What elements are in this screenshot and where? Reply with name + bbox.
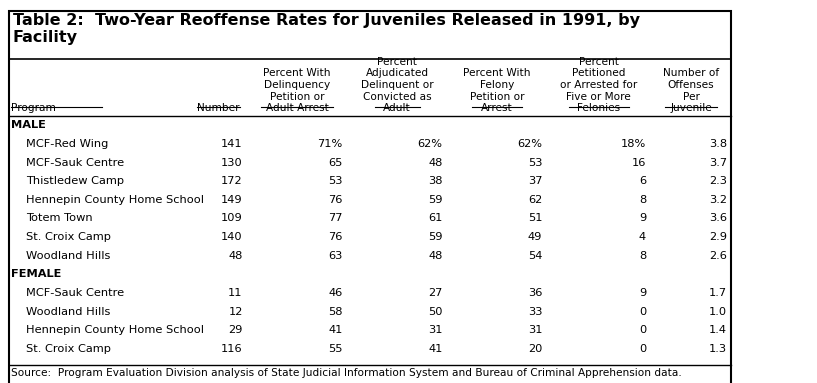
Text: 48: 48 [228, 251, 243, 261]
Text: 76: 76 [328, 195, 342, 205]
Text: 140: 140 [221, 232, 243, 242]
Text: 33: 33 [528, 307, 542, 317]
Text: Hennepin County Home School: Hennepin County Home School [26, 325, 204, 335]
Text: FEMALE: FEMALE [11, 269, 62, 279]
Text: 9: 9 [639, 213, 646, 223]
Text: MCF-Sauk Centre: MCF-Sauk Centre [26, 288, 124, 298]
Text: 37: 37 [528, 176, 542, 186]
Text: 61: 61 [428, 213, 443, 223]
Text: 58: 58 [328, 307, 342, 317]
Text: 50: 50 [428, 307, 443, 317]
Text: Totem Town: Totem Town [26, 213, 92, 223]
Text: 77: 77 [328, 213, 342, 223]
Text: 2.6: 2.6 [709, 251, 727, 261]
Text: 6: 6 [639, 176, 646, 186]
Text: 31: 31 [428, 325, 443, 335]
Text: 55: 55 [328, 344, 342, 354]
Text: 46: 46 [328, 288, 342, 298]
Text: 1.7: 1.7 [708, 288, 727, 298]
Text: MCF-Red Wing: MCF-Red Wing [26, 139, 109, 149]
Text: Percent
Petitioned
or Arrested for
Five or More
Felonies: Percent Petitioned or Arrested for Five … [560, 57, 637, 113]
Text: 2.9: 2.9 [709, 232, 727, 242]
Text: 29: 29 [228, 325, 243, 335]
Text: 20: 20 [528, 344, 542, 354]
Text: 8: 8 [639, 251, 646, 261]
Text: 53: 53 [528, 157, 542, 168]
Text: 48: 48 [428, 251, 443, 261]
Text: 3.7: 3.7 [708, 157, 727, 168]
Text: 71%: 71% [317, 139, 342, 149]
Text: 0: 0 [639, 307, 646, 317]
Text: 8: 8 [639, 195, 646, 205]
Text: 62: 62 [528, 195, 542, 205]
Text: 1.4: 1.4 [709, 325, 727, 335]
Text: 62%: 62% [417, 139, 443, 149]
Text: Thistledew Camp: Thistledew Camp [26, 176, 124, 186]
Text: 109: 109 [221, 213, 243, 223]
Text: Program: Program [11, 103, 56, 113]
Text: 76: 76 [328, 232, 342, 242]
Text: 1.0: 1.0 [708, 307, 727, 317]
Text: 16: 16 [632, 157, 646, 168]
Text: St. Croix Camp: St. Croix Camp [26, 232, 111, 242]
Text: 149: 149 [221, 195, 243, 205]
Text: 11: 11 [228, 288, 243, 298]
Text: Number of
Offenses
Per
Juvenile: Number of Offenses Per Juvenile [663, 69, 719, 113]
Text: Percent With
Felony
Petition or
Arrest: Percent With Felony Petition or Arrest [463, 69, 531, 113]
Text: Woodland Hills: Woodland Hills [26, 251, 110, 261]
Text: 9: 9 [639, 288, 646, 298]
Text: 31: 31 [528, 325, 542, 335]
Text: Percent
Adjudicated
Delinquent or
Convicted as
Adult: Percent Adjudicated Delinquent or Convic… [361, 57, 434, 113]
Text: 12: 12 [228, 307, 243, 317]
Text: 63: 63 [328, 251, 342, 261]
Text: 59: 59 [428, 232, 443, 242]
Text: 3.6: 3.6 [709, 213, 727, 223]
Text: 172: 172 [221, 176, 243, 186]
Text: 130: 130 [221, 157, 243, 168]
Text: Number: Number [197, 103, 239, 113]
Text: 1.3: 1.3 [708, 344, 727, 354]
Text: Hennepin County Home School: Hennepin County Home School [26, 195, 204, 205]
Text: 116: 116 [221, 344, 243, 354]
Text: MCF-Sauk Centre: MCF-Sauk Centre [26, 157, 124, 168]
Text: 27: 27 [428, 288, 443, 298]
Text: Table 2:  Two-Year Reoffense Rates for Juveniles Released in 1991, by
Facility: Table 2: Two-Year Reoffense Rates for Ju… [13, 13, 640, 45]
Text: 36: 36 [528, 288, 542, 298]
Text: 141: 141 [221, 139, 243, 149]
Text: 18%: 18% [621, 139, 646, 149]
Text: MALE: MALE [11, 120, 47, 130]
Text: 54: 54 [528, 251, 542, 261]
Text: 62%: 62% [517, 139, 542, 149]
Text: Percent With
Delinquency
Petition or
Adult Arrest: Percent With Delinquency Petition or Adu… [263, 69, 331, 113]
Text: 3.8: 3.8 [708, 139, 727, 149]
Text: 41: 41 [428, 344, 443, 354]
Text: Woodland Hills: Woodland Hills [26, 307, 110, 317]
Text: 48: 48 [428, 157, 443, 168]
Text: 59: 59 [428, 195, 443, 205]
Text: 53: 53 [328, 176, 342, 186]
Text: 49: 49 [528, 232, 542, 242]
Text: 3.2: 3.2 [709, 195, 727, 205]
Text: 51: 51 [528, 213, 542, 223]
Text: 0: 0 [639, 325, 646, 335]
Text: 65: 65 [328, 157, 342, 168]
Text: St. Croix Camp: St. Croix Camp [26, 344, 111, 354]
Text: 2.3: 2.3 [709, 176, 727, 186]
Text: 41: 41 [328, 325, 342, 335]
Text: Source:  Program Evaluation Division analysis of State Judicial Information Syst: Source: Program Evaluation Division anal… [11, 368, 682, 378]
Text: 0: 0 [639, 344, 646, 354]
Text: 38: 38 [428, 176, 443, 186]
Text: 4: 4 [639, 232, 646, 242]
